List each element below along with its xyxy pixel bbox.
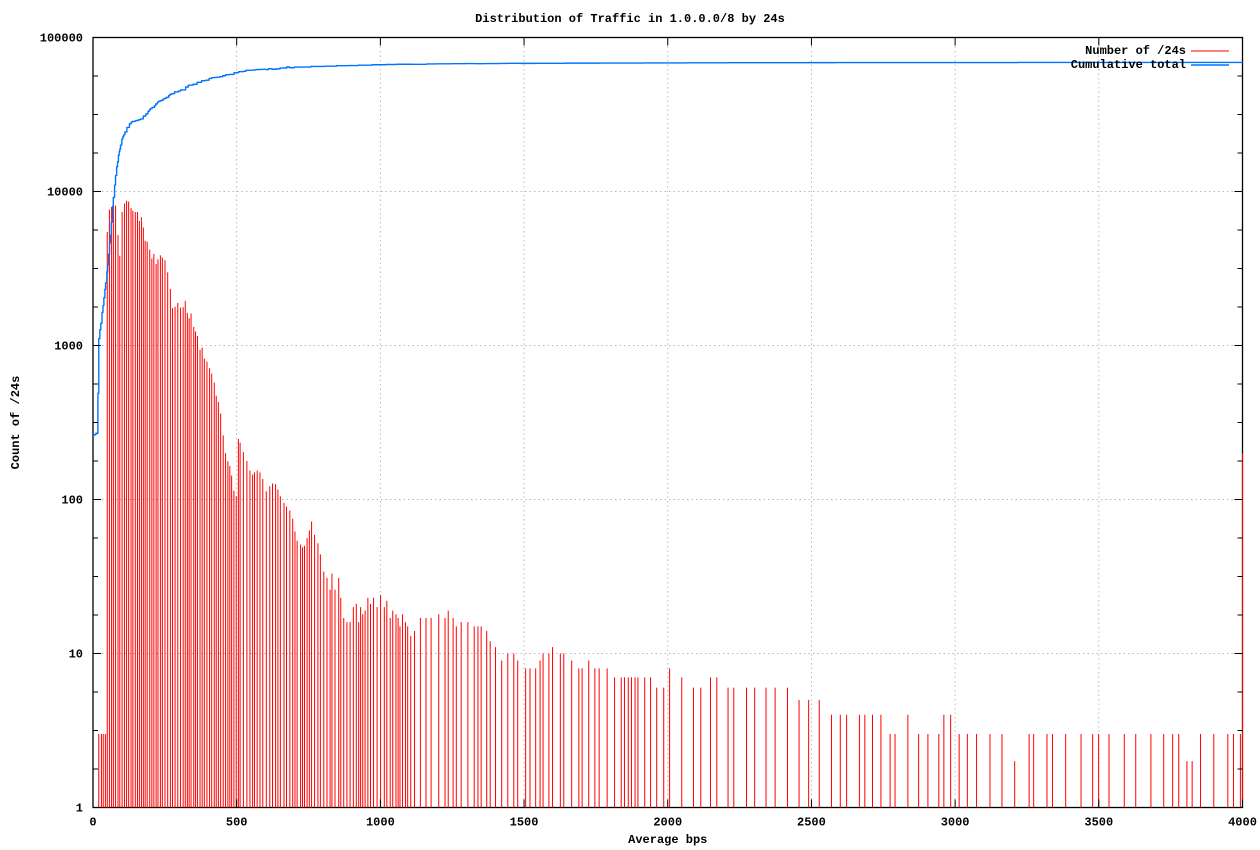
svg-text:1: 1 bbox=[76, 802, 83, 816]
svg-text:2000: 2000 bbox=[653, 816, 682, 830]
svg-text:Number of /24s: Number of /24s bbox=[1085, 44, 1186, 58]
svg-text:10000: 10000 bbox=[47, 186, 83, 200]
svg-text:Cumulative total: Cumulative total bbox=[1071, 58, 1186, 72]
svg-text:100: 100 bbox=[61, 494, 83, 508]
svg-text:3000: 3000 bbox=[941, 816, 970, 830]
svg-text:4000: 4000 bbox=[1228, 816, 1257, 830]
svg-text:100000: 100000 bbox=[40, 32, 83, 46]
svg-text:1000: 1000 bbox=[366, 816, 395, 830]
svg-text:Distribution of Traffic in 1.0: Distribution of Traffic in 1.0.0.0/8 by … bbox=[475, 12, 785, 26]
svg-text:1000: 1000 bbox=[54, 340, 83, 354]
svg-text:10: 10 bbox=[69, 648, 83, 662]
svg-text:3500: 3500 bbox=[1084, 816, 1113, 830]
svg-text:0: 0 bbox=[89, 816, 96, 830]
svg-text:Average bps: Average bps bbox=[628, 833, 707, 847]
svg-text:500: 500 bbox=[226, 816, 248, 830]
svg-text:Count of /24s: Count of /24s bbox=[9, 376, 23, 470]
svg-text:1500: 1500 bbox=[510, 816, 539, 830]
svg-text:2500: 2500 bbox=[797, 816, 826, 830]
